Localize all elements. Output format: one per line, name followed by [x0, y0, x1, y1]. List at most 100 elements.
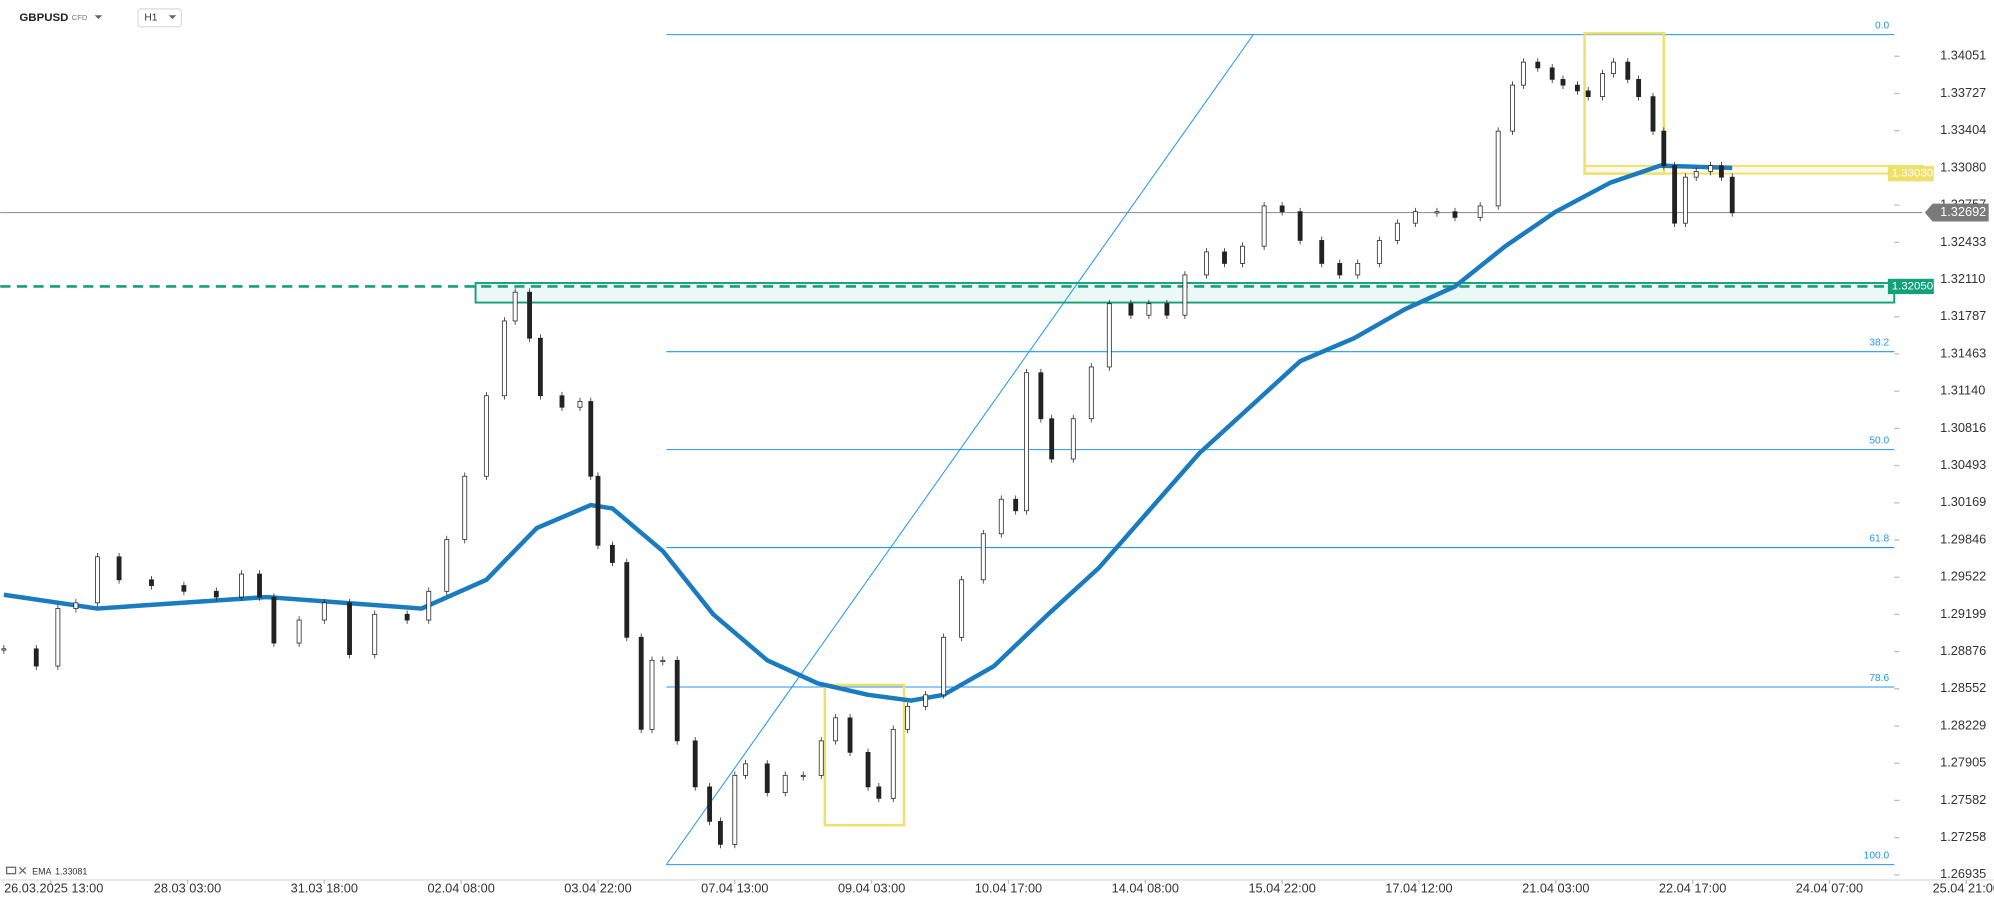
candle — [426, 590, 432, 621]
indicator-close-icon[interactable] — [18, 866, 27, 875]
candle — [296, 619, 302, 644]
candle — [1510, 84, 1516, 132]
x-tick-label: 21.04 03:00 — [1522, 880, 1589, 895]
timeframe-button[interactable] — [137, 8, 183, 28]
fib-level-label: 100.0 — [1864, 850, 1890, 861]
candle — [149, 579, 154, 586]
candle — [998, 498, 1004, 535]
candle — [1600, 73, 1606, 98]
candle — [404, 613, 410, 621]
candle — [732, 774, 738, 845]
x-tick-label: 07.04 13:00 — [701, 880, 768, 895]
candle — [1452, 211, 1458, 218]
y-tick-label: 1.30493 — [1940, 457, 1986, 472]
candle — [1355, 263, 1361, 276]
candle — [1434, 211, 1440, 214]
highlight-box — [823, 683, 906, 827]
candle — [1661, 130, 1667, 167]
candle — [33, 648, 39, 667]
current-price-tag: 1.32692 — [1940, 204, 1986, 219]
candle — [923, 694, 929, 707]
timeframe-dropdown — [168, 15, 177, 20]
trend-line — [665, 34, 1254, 865]
candle — [1038, 372, 1044, 420]
candle — [1549, 67, 1555, 80]
candle — [941, 636, 947, 696]
candle — [905, 705, 911, 730]
candle — [527, 291, 532, 339]
candle — [116, 556, 122, 581]
candle — [847, 717, 853, 753]
candle — [1625, 61, 1631, 80]
candle — [321, 602, 327, 621]
candle — [674, 659, 680, 742]
fib-level-label: 78.6 — [1869, 673, 1889, 684]
price-axis — [1894, 0, 1994, 903]
candle — [1164, 303, 1170, 316]
candle — [1412, 211, 1418, 224]
candle — [1610, 61, 1616, 75]
candle — [1636, 78, 1642, 98]
fib-level-label: 38.2 — [1869, 337, 1889, 348]
fib-level-label: 0.0 — [1875, 20, 1889, 31]
candle — [1261, 205, 1267, 247]
candle — [1693, 171, 1699, 178]
candle — [660, 659, 666, 662]
candle — [1560, 78, 1566, 86]
y-tick-label: 1.29846 — [1940, 531, 1986, 546]
y-tick-label: 1.32433 — [1940, 234, 1986, 249]
timeframe[interactable]: H1 — [144, 13, 157, 24]
candle — [649, 659, 655, 730]
candle — [1477, 205, 1483, 218]
candle — [1729, 176, 1735, 214]
ema-line — [3, 163, 1733, 703]
current-price-tag-box — [1924, 203, 1989, 222]
candle — [1024, 372, 1029, 512]
candle — [257, 573, 262, 598]
candle — [800, 774, 806, 778]
y-tick-label: 1.27905 — [1940, 755, 1986, 770]
x-tick-label: 02.04 08:00 — [427, 880, 494, 895]
candle — [1682, 176, 1688, 224]
candle — [1, 648, 7, 651]
candle — [559, 395, 565, 408]
indicator-settings-icon[interactable] — [5, 866, 17, 875]
candle — [1672, 165, 1678, 224]
candle — [764, 763, 770, 793]
candle — [1222, 251, 1227, 264]
candle — [1650, 96, 1656, 132]
candle — [588, 401, 594, 477]
candle — [833, 717, 839, 742]
candle — [1070, 418, 1076, 460]
symbol-dropdown[interactable] — [94, 15, 103, 20]
candle — [73, 602, 79, 609]
candle — [1495, 130, 1501, 207]
candle — [1146, 303, 1152, 316]
symbol[interactable]: GBPUSD — [19, 12, 68, 24]
y-tick-label: 1.29199 — [1940, 606, 1986, 621]
x-tick-label: 03.04 22:00 — [564, 880, 631, 895]
candle — [1394, 222, 1400, 241]
y-tick-label: 1.33080 — [1940, 159, 1986, 174]
candle — [1574, 84, 1580, 92]
candle — [444, 539, 450, 592]
candle — [1088, 366, 1094, 420]
candle — [876, 786, 882, 799]
y-tick-label: 1.29522 — [1940, 569, 1986, 584]
candle — [213, 590, 219, 598]
y-tick-label: 1.26935 — [1940, 866, 1986, 881]
y-tick-label: 1.33404 — [1940, 122, 1986, 137]
y-tick-label: 1.28552 — [1940, 680, 1986, 695]
candle — [1535, 61, 1541, 69]
candle — [717, 820, 723, 845]
candle — [1182, 274, 1188, 316]
indicator-label: EMA — [32, 867, 51, 877]
y-tick-label: 1.33727 — [1940, 85, 1986, 100]
candle — [865, 751, 871, 788]
y-tick-label: 1.34051 — [1940, 48, 1986, 63]
candle — [347, 602, 352, 655]
candle — [1376, 240, 1382, 264]
candle — [890, 728, 896, 799]
candle — [1708, 165, 1714, 172]
x-tick-label: 09.04 03:00 — [838, 880, 905, 895]
